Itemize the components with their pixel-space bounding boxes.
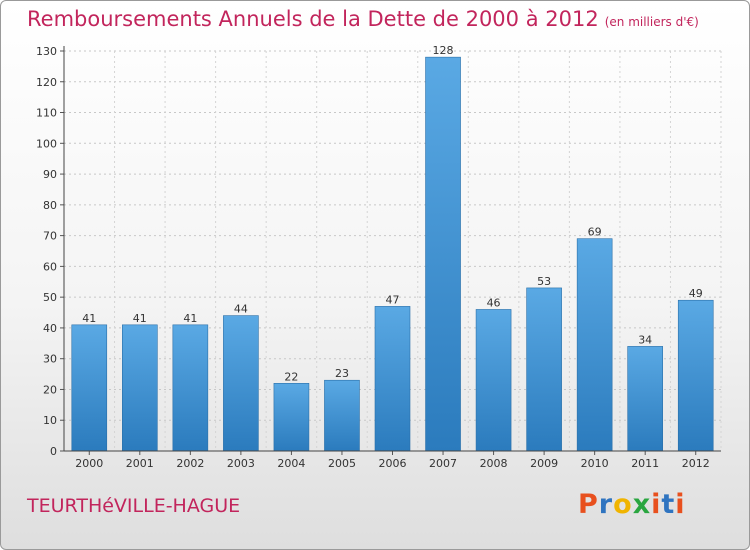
x-tick-label: 2004: [277, 457, 305, 470]
logo-letter: i: [675, 489, 686, 520]
y-tick-label: 30: [43, 353, 57, 366]
chart-title: Remboursements Annuels de la Dette de 20…: [27, 7, 699, 31]
bar-value-label: 69: [588, 226, 602, 239]
x-tick-label: 2008: [480, 457, 508, 470]
y-tick-label: 110: [36, 107, 57, 120]
bar-value-label: 34: [638, 333, 652, 346]
bar-value-label: 47: [386, 293, 400, 306]
x-tick-label: 2005: [328, 457, 356, 470]
bar-2007[interactable]: [425, 56, 461, 452]
logo-letter: r: [598, 489, 614, 520]
bar-value-label: 49: [689, 287, 703, 300]
x-tick-label: 2007: [429, 457, 457, 470]
bar-2012[interactable]: [677, 299, 714, 452]
x-tick-label: 2011: [631, 457, 659, 470]
bar-value-label: 53: [537, 275, 551, 288]
bar-2005[interactable]: [324, 379, 360, 452]
y-tick-label: 70: [43, 230, 57, 243]
bar-2010[interactable]: [576, 238, 613, 452]
y-tick-label: 90: [43, 168, 57, 181]
bar-value-label: 23: [335, 367, 349, 380]
y-tick-label: 80: [43, 199, 57, 212]
logo-letter: P: [578, 489, 599, 520]
logo-letter: o: [613, 489, 633, 520]
y-tick-label: 10: [43, 414, 57, 427]
bar-2011[interactable]: [627, 346, 663, 452]
bar-value-label: 44: [234, 303, 248, 316]
x-tick-label: 2002: [176, 457, 204, 470]
y-tick-label: 130: [36, 45, 57, 58]
x-tick-label: 2006: [379, 457, 407, 470]
bar-value-label: 41: [133, 312, 147, 325]
y-tick-label: 60: [43, 260, 57, 273]
bar-2001[interactable]: [122, 324, 158, 452]
bar-value-label: 128: [433, 44, 454, 57]
bar-2003[interactable]: [223, 315, 259, 452]
x-tick-label: 2001: [126, 457, 154, 470]
bar-2008[interactable]: [475, 309, 512, 452]
bar-value-label: 41: [183, 312, 197, 325]
y-tick-label: 0: [50, 445, 57, 458]
x-tick-label: 2012: [682, 457, 710, 470]
bar-2000[interactable]: [71, 324, 108, 452]
logo-letter: i: [651, 489, 662, 520]
y-tick-label: 100: [36, 137, 57, 150]
x-tick-label: 2003: [227, 457, 255, 470]
bar-value-label: 22: [284, 370, 298, 383]
proxiti-logo[interactable]: Proxiti: [578, 489, 686, 520]
y-tick-label: 50: [43, 291, 57, 304]
logo-letter: x: [632, 489, 652, 520]
chart-title-text: Remboursements Annuels de la Dette de 20…: [27, 7, 599, 31]
x-tick-label: 2000: [75, 457, 103, 470]
bar-2004[interactable]: [273, 383, 310, 452]
y-tick-label: 40: [43, 322, 57, 335]
bar-value-label: 46: [487, 296, 501, 309]
y-tick-label: 20: [43, 383, 57, 396]
bar-2009[interactable]: [526, 287, 562, 452]
bar-2002[interactable]: [172, 324, 209, 452]
city-name: TEURTHéVILLE-HAGUE: [27, 495, 241, 517]
y-tick-label: 120: [36, 76, 57, 89]
chart-unit: (en milliers d'€): [604, 15, 699, 29]
logo-letter: t: [661, 489, 676, 520]
x-tick-label: 2010: [581, 457, 609, 470]
bar-2006[interactable]: [374, 306, 411, 452]
bar-value-label: 41: [82, 312, 96, 325]
x-tick-label: 2009: [530, 457, 558, 470]
